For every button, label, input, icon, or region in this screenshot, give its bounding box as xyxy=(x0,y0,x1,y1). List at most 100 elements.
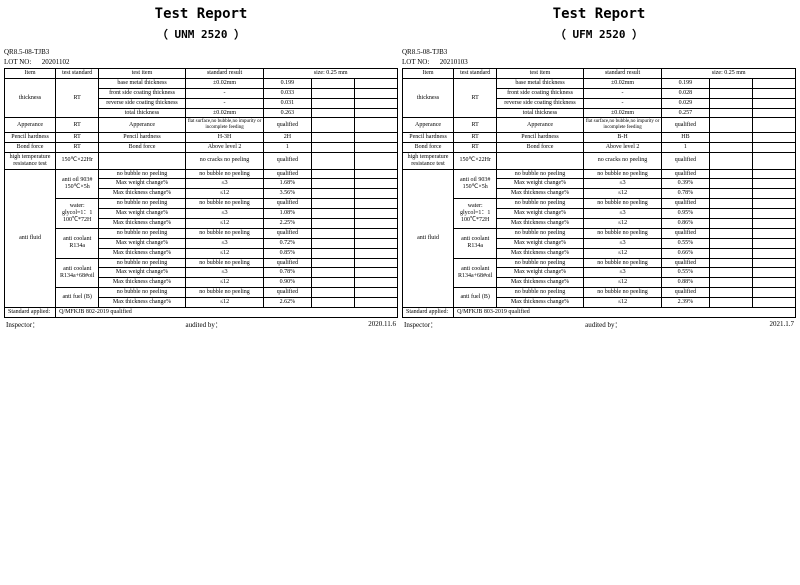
hdr-std: test standard xyxy=(454,69,497,79)
table-row: high temperature resistance test 150℃×22… xyxy=(5,152,398,169)
cell: ≤3 xyxy=(583,209,662,219)
cell: anti coolant R134a xyxy=(454,228,497,258)
cell: no cracks no peeling xyxy=(185,152,264,169)
cell xyxy=(311,228,354,238)
cell: Max thickness change% xyxy=(497,278,583,288)
cell xyxy=(752,152,795,169)
cell: no bubble no peeling xyxy=(583,258,662,268)
cell: H-3H xyxy=(185,132,264,142)
cell xyxy=(709,142,752,152)
cell: no cracks no peeling xyxy=(583,152,662,169)
test-table: Item test standard test item standard re… xyxy=(4,68,398,318)
table-row: Pencil hardness RT Pencil hardness H-3H … xyxy=(5,132,398,142)
report-left: Test Report（ UNM 2520 ）QR8.5-08-TJB3LOT … xyxy=(4,4,398,581)
cell xyxy=(354,258,397,268)
cell: 0.263 xyxy=(264,108,311,118)
cell: ≤3 xyxy=(185,238,264,248)
cell: qualified xyxy=(264,152,311,169)
table-row: anti fuel (B)no bubble no peelingno bubb… xyxy=(403,288,796,298)
cell: anti oil 903# 150℃×5h xyxy=(56,169,99,199)
cell: no bubble no peeling xyxy=(99,169,185,179)
hdr-test: test item xyxy=(99,69,185,79)
cell xyxy=(311,88,354,98)
table-row: anti fuel (B)no bubble no peelingno bubb… xyxy=(5,288,398,298)
report-subtitle: （ UNM 2520 ） xyxy=(4,26,398,42)
cell xyxy=(709,108,752,118)
cell xyxy=(311,142,354,152)
cell xyxy=(709,88,752,98)
cell: 0.88% xyxy=(662,278,709,288)
cell xyxy=(709,189,752,199)
cell xyxy=(354,179,397,189)
cell: anti fuel (B) xyxy=(454,288,497,308)
cell: ≤12 xyxy=(583,189,662,199)
cell: Pencil hardness xyxy=(5,132,56,142)
cell: no bubble no peeling xyxy=(497,228,583,238)
cell: 0.95% xyxy=(662,209,709,219)
cell: Max weight change% xyxy=(497,179,583,189)
cell xyxy=(354,169,397,179)
cell xyxy=(709,98,752,108)
cell: total thickness xyxy=(497,108,583,118)
cell: Bond force xyxy=(403,142,454,152)
cell: ≤3 xyxy=(185,268,264,278)
cell xyxy=(311,298,354,308)
cell: HB xyxy=(662,132,709,142)
table-row: anti fluidanti oil 903# 150℃×5hno bubble… xyxy=(403,169,796,179)
cell: no bubble no peeling xyxy=(583,288,662,298)
cell: 1.68% xyxy=(264,179,311,189)
cell xyxy=(752,189,795,199)
cell: Bond force xyxy=(99,142,185,152)
cell: Max weight change% xyxy=(497,209,583,219)
cell: Pencil hardness xyxy=(403,132,454,142)
cell: Max weight change% xyxy=(99,268,185,278)
cell: no bubble no peeling xyxy=(99,199,185,209)
cell: no bubble no peeling xyxy=(497,199,583,209)
doc-no: QR8.5-08-TJB3 xyxy=(402,48,796,56)
cell: ≤12 xyxy=(583,218,662,228)
cell: flat surface,no bubble,no impurity or in… xyxy=(583,118,662,133)
cell xyxy=(497,152,583,169)
cell: RT xyxy=(56,142,99,152)
cell xyxy=(709,278,752,288)
footer-date: 2020.11.6 xyxy=(368,320,396,330)
cell: Apperance xyxy=(5,118,56,133)
hdr-item: Item xyxy=(5,69,56,79)
cell xyxy=(354,228,397,238)
cell: front side coating thickness xyxy=(99,88,185,98)
cell: no bubble no peeling xyxy=(99,288,185,298)
cell: RT xyxy=(454,118,497,133)
inspector-label: Inspector： xyxy=(6,320,39,330)
cell: high temperature resistance test xyxy=(403,152,454,169)
cell xyxy=(311,288,354,298)
cell: 0.028 xyxy=(662,88,709,98)
table-row: Bond force RT Bond force Above level 2 1 xyxy=(403,142,796,152)
cell: ≤3 xyxy=(583,238,662,248)
cell: Apperance xyxy=(497,118,583,133)
table-row: anti coolant R134ano bubble no peelingno… xyxy=(5,228,398,238)
cell xyxy=(709,298,752,308)
cell xyxy=(311,238,354,248)
cell: RT xyxy=(454,142,497,152)
cell: - xyxy=(583,98,662,108)
hdr-size: size: 0.25 mm xyxy=(662,69,796,79)
cell xyxy=(752,169,795,179)
cell: no bubble no peeling xyxy=(497,258,583,268)
cell xyxy=(354,142,397,152)
cell: no bubble no peeling xyxy=(185,169,264,179)
cell xyxy=(752,298,795,308)
cell: 0.031 xyxy=(264,98,311,108)
table-row: anti coolant R134a+68#oilno bubble no pe… xyxy=(403,258,796,268)
cell xyxy=(752,248,795,258)
cell xyxy=(752,209,795,219)
cell: qualified xyxy=(662,258,709,268)
cell: RT xyxy=(56,118,99,133)
cell: 0.033 xyxy=(264,88,311,98)
table-row: water: glycol=1：1 100℃*72Hno bubble no p… xyxy=(5,199,398,209)
thickness-label: thickness xyxy=(403,78,454,118)
cell: qualified xyxy=(264,169,311,179)
cell xyxy=(752,132,795,142)
cell: anti coolant R134a+68#oil xyxy=(454,258,497,288)
table-row: Apperance RT Apperance flat surface,no b… xyxy=(403,118,796,133)
table-row: high temperature resistance test 150℃×22… xyxy=(403,152,796,169)
